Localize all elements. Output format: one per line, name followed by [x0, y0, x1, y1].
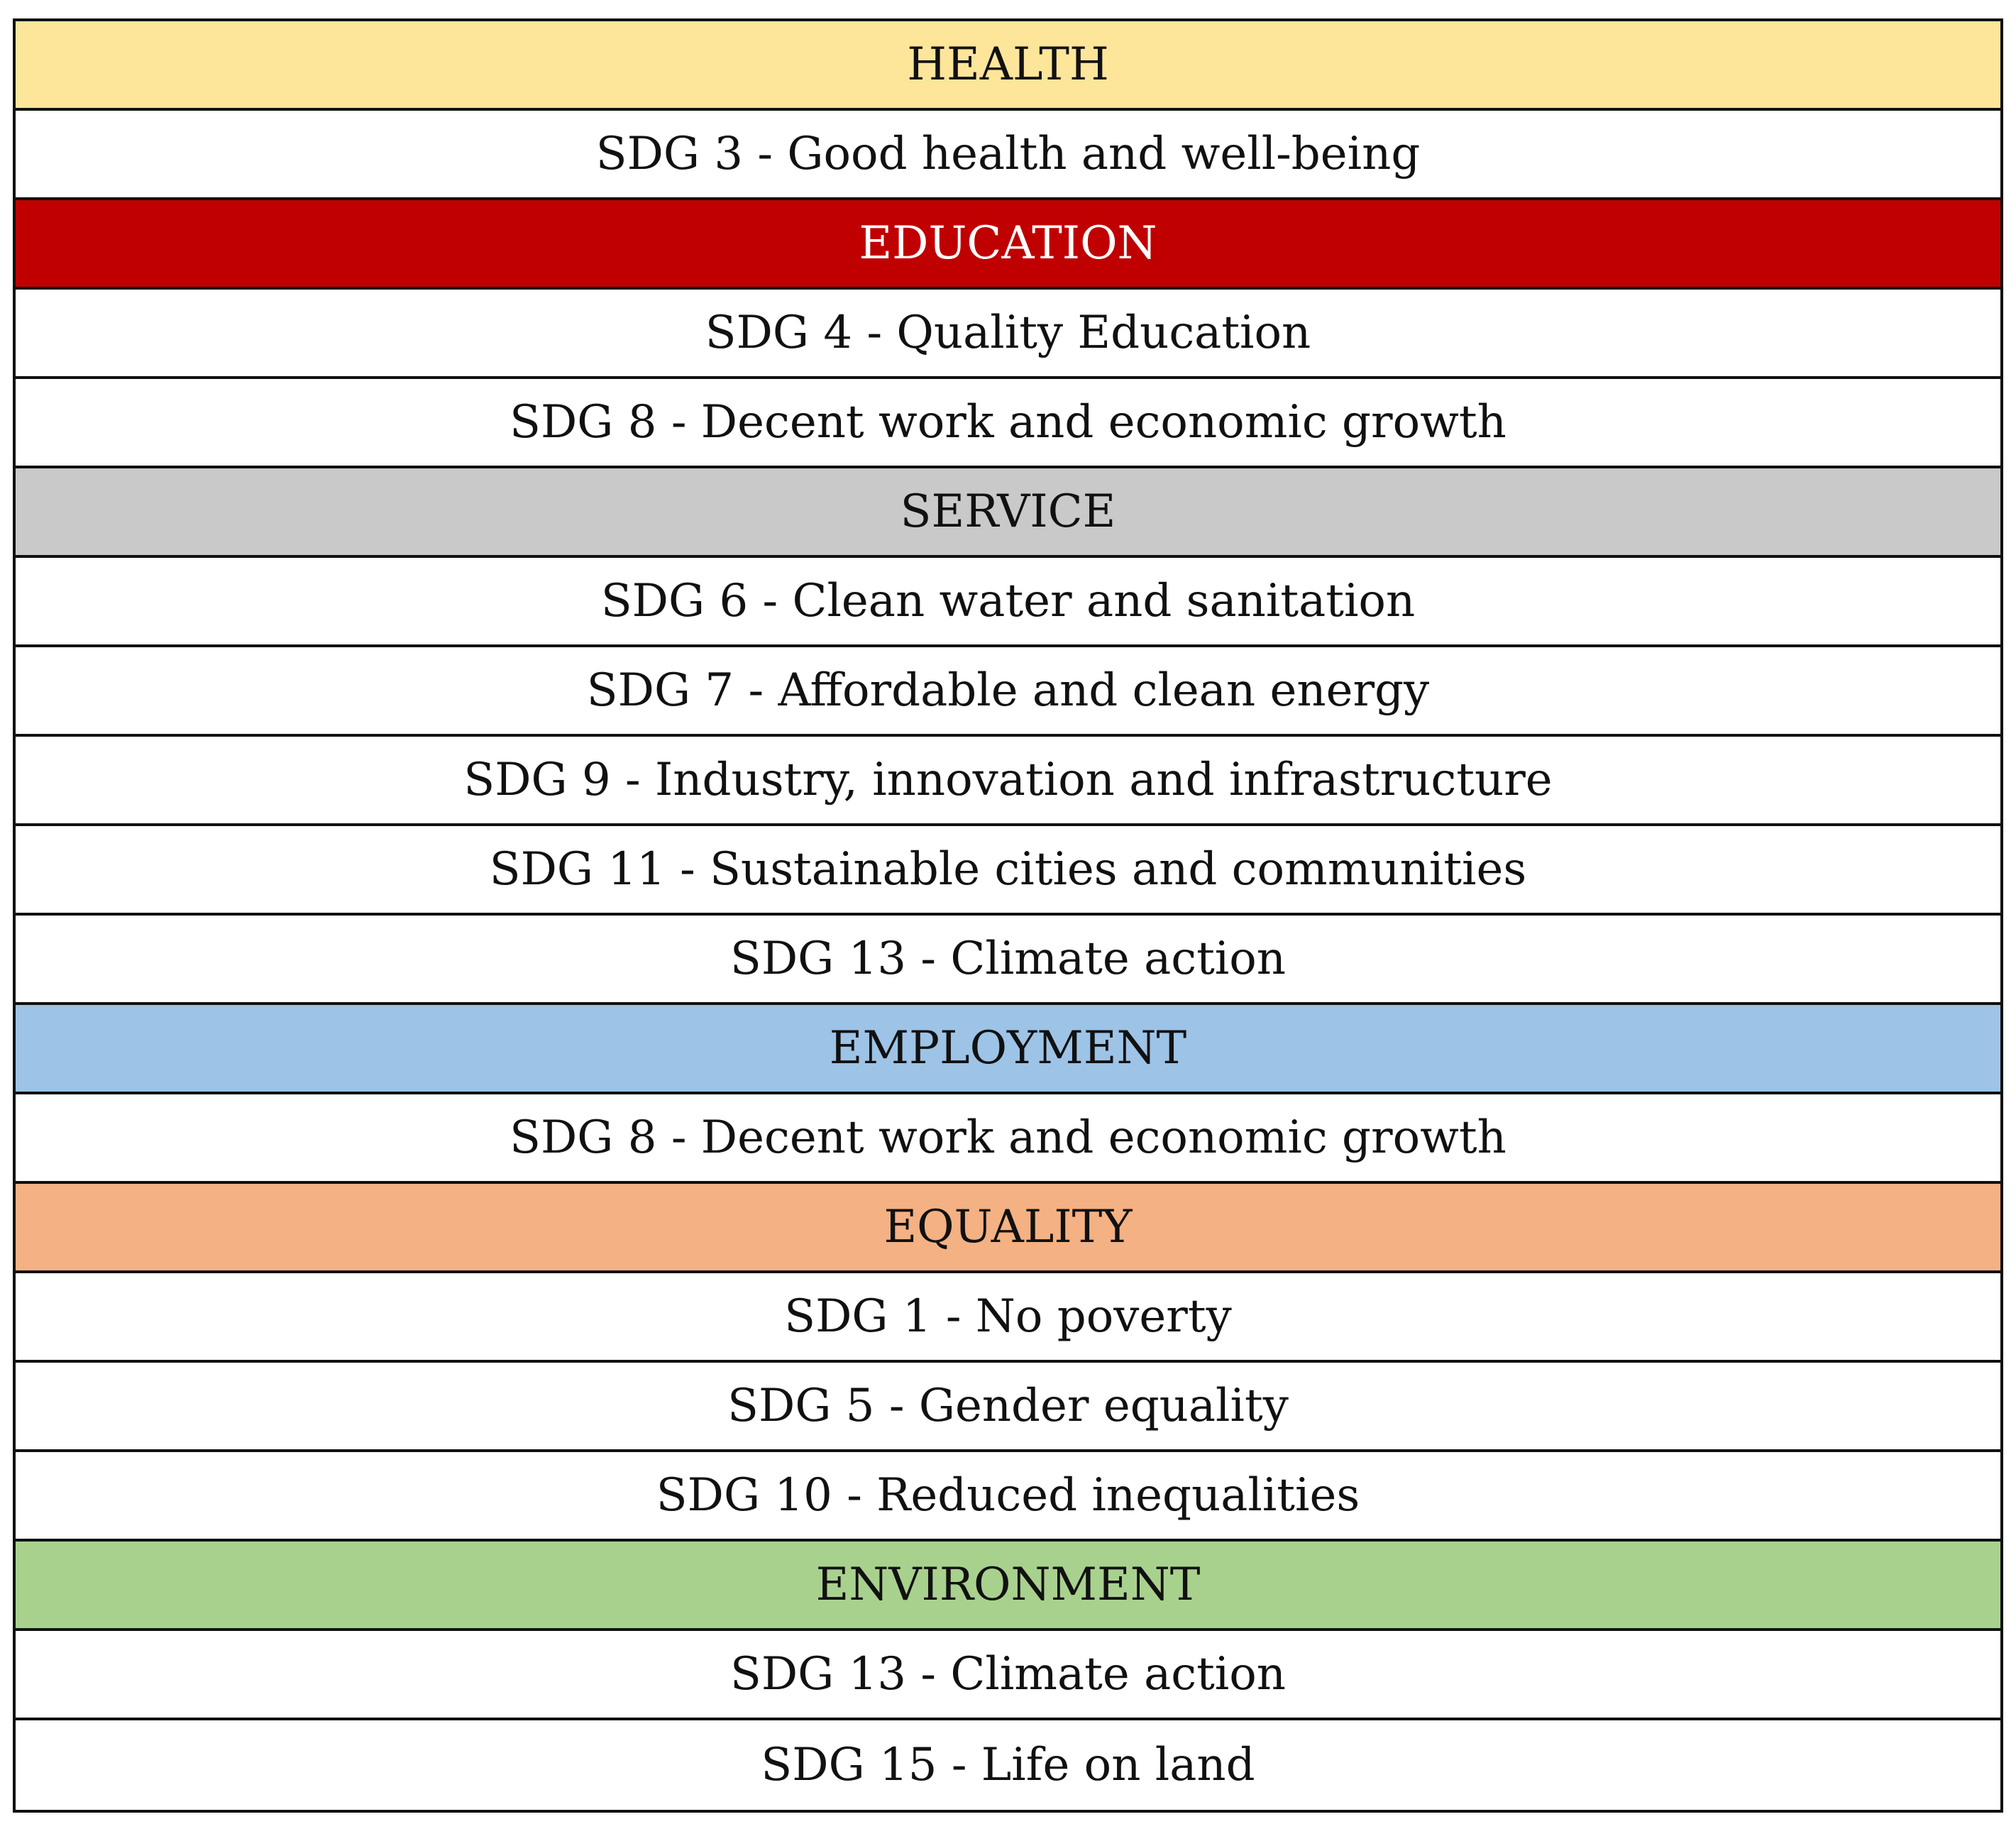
category-row-environment: ENVIRONMENT: [16, 1542, 2000, 1631]
goal-row: SDG 5 - Gender equality: [16, 1363, 2000, 1452]
goal-row: SDG 8 - Decent work and economic growth: [16, 379, 2000, 468]
category-row-employment: EMPLOYMENT: [16, 1005, 2000, 1094]
goal-row: SDG 7 - Affordable and clean energy: [16, 647, 2000, 737]
category-row-service: SERVICE: [16, 468, 2000, 558]
category-row-equality: EQUALITY: [16, 1184, 2000, 1273]
goal-row: SDG 13 - Climate action: [16, 916, 2000, 1005]
goal-row: SDG 13 - Climate action: [16, 1631, 2000, 1720]
goal-row: SDG 10 - Reduced inequalities: [16, 1452, 2000, 1542]
goal-row: SDG 15 - Life on land: [761, 1739, 1255, 1791]
category-row-health: HEALTH: [16, 21, 2000, 111]
goal-row: SDG 6 - Clean water and sanitation: [16, 558, 2000, 647]
sdg-category-table: HEALTH SDG 3 - Good health and well-bein…: [13, 18, 2003, 1813]
goal-row: SDG 3 - Good health and well-being: [16, 111, 2000, 200]
goal-row: SDG 9 - Industry, innovation and infrast…: [16, 737, 2000, 826]
category-row-education: EDUCATION: [16, 200, 2000, 290]
goal-row: SDG 4 - Quality Education: [16, 290, 2000, 379]
goal-row: SDG 8 - Decent work and economic growth: [16, 1094, 2000, 1184]
goal-row: SDG 1 - No poverty: [16, 1273, 2000, 1363]
goal-row: SDG 11 - Sustainable cities and communit…: [16, 826, 2000, 916]
